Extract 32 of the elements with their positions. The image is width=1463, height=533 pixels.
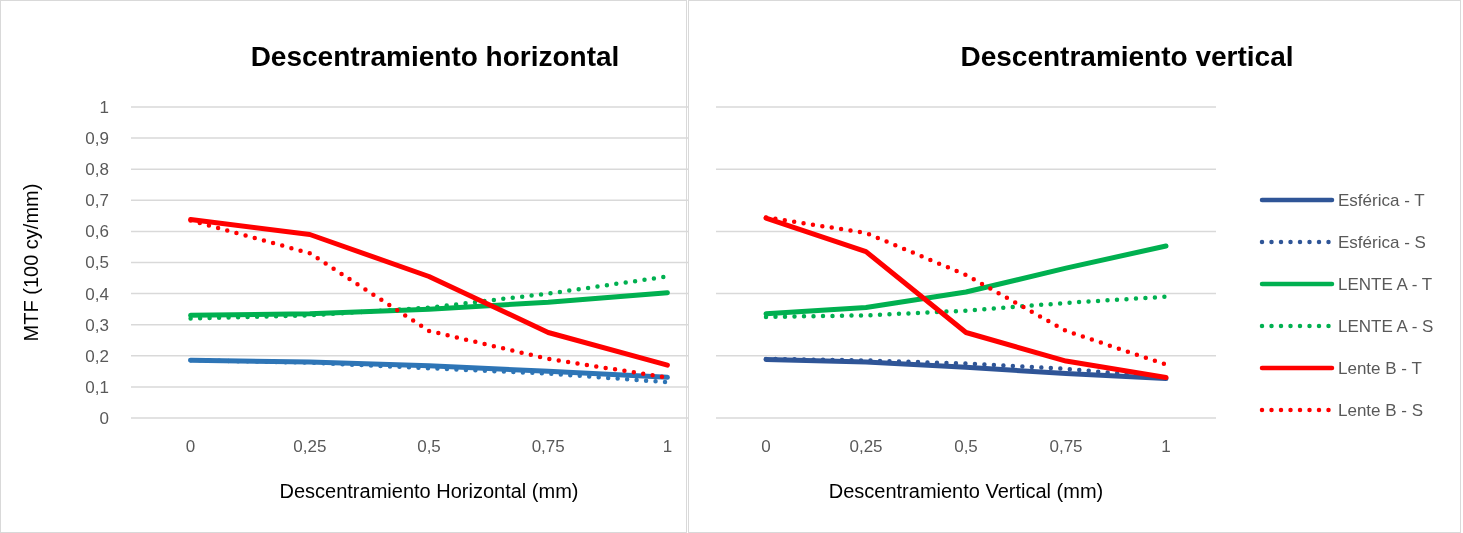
x-tick-label: 0,75	[531, 437, 565, 456]
y-tick-label: 0,8	[85, 160, 109, 180]
y-tick-label: 0,1	[85, 377, 109, 397]
x-tick-label: 0,25	[293, 437, 327, 456]
x-tick-label: 0	[185, 437, 196, 456]
y-tick-label: 0,9	[85, 129, 109, 149]
legend-label: Lente B - S	[1338, 400, 1424, 420]
chart-title: Descentramiento vertical	[960, 41, 1294, 72]
legend-label: LENTE A - T	[1338, 274, 1433, 294]
y-tick-label: 0,2	[85, 346, 109, 366]
x-tick-label: 0,5	[954, 437, 978, 456]
legend-label: Esférica - T	[1338, 190, 1425, 210]
x-tick-label: 0,25	[849, 437, 883, 456]
y-tick-label: 1	[99, 97, 109, 117]
y-tick-label: 0,4	[85, 284, 109, 304]
chart-title: Descentramiento horizontal	[250, 41, 620, 72]
legend-label: Esférica - S	[1338, 232, 1426, 252]
y-tick-label: 0,7	[85, 191, 109, 211]
x-tick-label: 0,5	[417, 437, 441, 456]
y-tick-label: 0,6	[85, 222, 109, 242]
x-axis-title: Descentramiento Horizontal (mm)	[279, 480, 579, 502]
y-axis-title: MTF (100 cy/mm)	[20, 183, 42, 342]
legend-label: Lente B - T	[1338, 358, 1422, 378]
x-tick-label: 1	[662, 437, 673, 456]
y-tick-label: 0,3	[85, 315, 109, 335]
y-tick-label: 0,5	[85, 253, 109, 273]
x-tick-label: 0,75	[1049, 437, 1083, 456]
x-tick-label: 1	[1161, 437, 1171, 456]
x-axis-title: Descentramiento Vertical (mm)	[828, 480, 1104, 502]
x-tick-label: 0	[761, 437, 771, 456]
y-tick-label: 0	[99, 408, 109, 428]
legend-label: LENTE A - S	[1338, 316, 1434, 336]
